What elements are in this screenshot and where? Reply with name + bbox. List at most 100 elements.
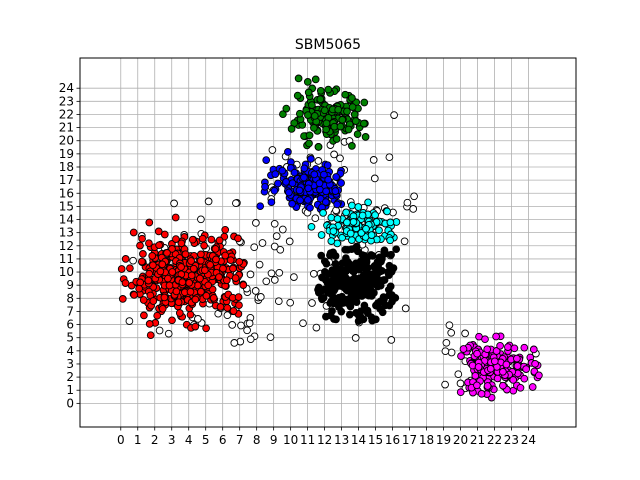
data-point-blue — [306, 203, 314, 212]
x-ticks: 0 1 2 3 4 5 6 7 8 9 10 11 12 13 14 15 16 17 18 19 20 21 22 23 24 — [117, 427, 536, 447]
x-tick-label: 22 — [487, 433, 502, 447]
data-point-black — [368, 316, 377, 325]
data-point-unassigned — [454, 370, 463, 379]
data-point-magenta — [513, 362, 522, 370]
x-tick-label: 15 — [368, 433, 383, 447]
data-point-green — [320, 106, 329, 115]
data-point-black — [391, 294, 400, 302]
axes-frame — [79, 57, 577, 428]
data-point-black — [373, 258, 382, 266]
data-point-unassigned — [237, 321, 245, 330]
data-point-red — [155, 241, 163, 250]
data-point-magenta — [486, 364, 495, 373]
data-point-red — [174, 298, 183, 307]
data-point-black — [338, 292, 346, 301]
data-point-cyan — [347, 236, 356, 244]
data-point-red — [219, 264, 227, 273]
y-tick-label: 9 — [66, 278, 74, 292]
data-point-red — [121, 255, 130, 263]
data-point-red — [223, 304, 232, 312]
data-point-black — [359, 315, 368, 324]
data-point-blue — [278, 166, 287, 175]
data-point-cyan — [364, 198, 372, 207]
data-point-black — [323, 279, 332, 287]
data-point-unassigned — [330, 150, 338, 159]
data-point-red — [215, 273, 223, 281]
data-point-cyan — [367, 231, 376, 239]
x-tick-label: 4 — [185, 433, 193, 447]
data-point-unassigned — [441, 347, 450, 356]
data-point-green — [308, 101, 316, 109]
data-point-red — [207, 235, 216, 244]
data-point-cyan — [329, 227, 338, 236]
y-tick-label: 5 — [66, 331, 74, 345]
data-point-unassigned — [204, 197, 213, 206]
data-point-red — [129, 228, 138, 237]
data-point-red — [191, 322, 200, 331]
data-point-green — [338, 115, 347, 124]
data-point-red — [168, 316, 176, 325]
x-tick-label: 19 — [436, 433, 451, 447]
data-point-red — [168, 268, 177, 276]
x-tick-label: 11 — [300, 433, 315, 447]
data-point-black — [365, 287, 374, 295]
data-point-blue — [296, 196, 304, 205]
data-point-red — [172, 287, 181, 296]
data-point-green — [279, 110, 287, 119]
data-point-red — [148, 252, 157, 260]
data-point-unassigned — [164, 329, 173, 338]
data-point-unassigned — [369, 156, 378, 164]
data-point-blue — [295, 186, 304, 195]
data-point-blue — [285, 188, 293, 197]
data-point-magenta — [473, 349, 481, 358]
x-tick-label: 20 — [453, 433, 468, 447]
data-point-cyan — [348, 201, 356, 210]
x-tick-label: 16 — [385, 433, 400, 447]
data-point-blue — [322, 187, 330, 196]
data-point-green — [332, 135, 341, 143]
data-point-red — [172, 235, 180, 243]
x-tick-label: 13 — [334, 433, 349, 447]
data-point-unassigned — [246, 335, 255, 344]
data-point-red — [117, 265, 126, 273]
data-point-unassigned — [251, 287, 260, 295]
x-tick-label: 24 — [521, 433, 536, 447]
data-point-cyan — [317, 231, 326, 239]
data-point-red — [138, 234, 146, 243]
data-point-black — [342, 265, 350, 274]
data-point-unassigned — [403, 198, 412, 207]
data-point-red — [168, 245, 176, 253]
data-point-blue — [331, 187, 340, 195]
data-point-unassigned — [400, 237, 409, 246]
data-point-red — [144, 276, 153, 285]
data-point-unassigned — [442, 338, 451, 347]
data-point-green — [353, 130, 362, 139]
y-tick-label: 22 — [59, 107, 74, 121]
data-point-magenta — [483, 345, 492, 354]
data-point-unassigned — [401, 304, 410, 313]
data-point-red — [196, 274, 204, 283]
data-point-red — [140, 311, 148, 320]
y-tick-label: 7 — [66, 304, 74, 318]
y-tick-label: 12 — [59, 239, 74, 253]
data-point-magenta — [509, 376, 518, 384]
data-point-red — [226, 256, 235, 265]
data-point-blue — [288, 179, 297, 188]
data-point-blue — [288, 199, 296, 208]
data-point-green — [294, 74, 303, 83]
data-point-red — [158, 304, 167, 313]
y-tick-label: 6 — [66, 318, 74, 332]
data-point-red — [139, 296, 148, 304]
x-tick-label: 2 — [151, 433, 159, 447]
data-point-green — [305, 131, 314, 140]
data-point-red — [204, 281, 213, 290]
data-point-unassigned — [309, 269, 318, 278]
data-point-red — [163, 249, 171, 257]
data-point-magenta — [522, 365, 530, 373]
data-point-red — [235, 257, 244, 266]
data-point-magenta — [531, 359, 539, 368]
data-point-black — [346, 302, 355, 311]
data-points — [117, 74, 543, 402]
data-point-blue — [304, 184, 313, 193]
